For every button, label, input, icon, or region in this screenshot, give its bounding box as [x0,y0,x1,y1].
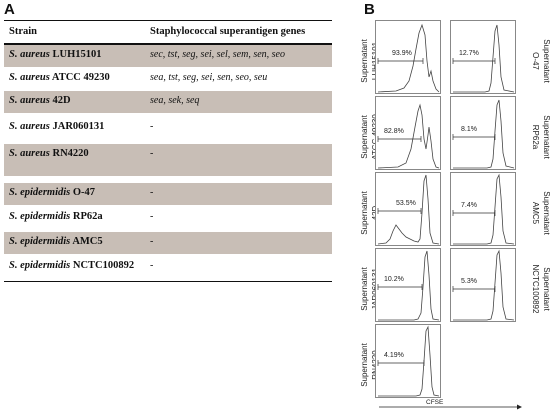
histogram-nctc100892: 5.3% [450,248,516,322]
strain-name: O-47 [72,187,96,198]
histogram-plot [377,325,440,397]
genes-cell: sea, sek, seq [150,95,200,106]
percent-label: 4.19% [384,352,404,359]
histogram-atcc49230: 82.8% [375,96,441,170]
genes-cell: - [150,260,154,271]
histogram-plot [452,249,515,321]
percent-label: 7.4% [461,202,477,209]
percent-label: 12.7% [459,50,479,57]
strain-name: 42D [52,95,71,106]
histogram-jar060131: 10.2% [375,248,441,322]
histogram-luh15101: 93.9% [375,20,441,94]
genes-cell: - [150,211,154,222]
strain-cell: S. epidermidis O-47 [9,187,95,198]
strain-cell: S. aureus LUH15101 [9,49,102,60]
histogram-plot [452,24,515,93]
header-strain: Strain [9,26,38,37]
side-label-rp62a: Supernatant RP62a [531,115,550,159]
strain-name: ATCC 49230 [51,72,110,83]
percent-label: 93.9% [392,50,412,57]
histogram-rn4220: 4.19% [375,324,441,398]
strain-name: RP62a [72,211,103,222]
histogram-plot [452,99,515,169]
genes-cell: sea, tst, seg, sei, sen, seo, seu [150,72,268,83]
species-name: S. aureus [9,121,50,132]
table-bottom-rule [4,281,332,282]
strain-cell: S. aureus RN4220 [9,148,89,159]
strain-name: JAR060131 [52,121,105,132]
table-header-rule [4,43,332,45]
strain-cell: S. aureus JAR060131 [9,121,104,132]
side-label-nctc100892: Supernatant NCTC100892 [531,264,550,314]
table-row: S. aureus RN4220 - [4,144,332,176]
table-row: S. epidermidis O-47 - [4,183,332,205]
strain-cell: S. aureus 42D [9,95,71,106]
percent-label: 53.5% [396,200,416,207]
panel-b-letter: B [364,1,375,18]
table-row: S. epidermidis NCTC100892 - [4,256,332,278]
genes-cell: - [150,236,154,247]
cfse-axis-label: CFSE [426,399,444,406]
header-genes: Staphylococcal superantigen genes [150,26,306,37]
histogram-plot [377,23,440,93]
strain-cell: S. aureus ATCC 49230 [9,72,110,83]
table-row: S. aureus JAR060131 - [4,117,332,139]
table-row: S. aureus 42D sea, sek, seq [4,91,332,113]
histogram-plot [377,174,440,245]
table-top-rule [4,20,332,21]
table-row: S. epidermidis RP62a - [4,207,332,229]
species-name: S. aureus [9,95,50,106]
species-name: S. epidermidis [9,236,71,247]
percent-label: 8.1% [461,126,477,133]
panel-a-letter: A [4,1,15,18]
percent-label: 5.3% [461,278,477,285]
strain-cell: S. epidermidis RP62a [9,211,103,222]
side-label-amc5: Supernatant AMC5 [531,191,550,235]
strain-name: RN4220 [52,148,89,159]
histogram-rp62a: 8.1% [450,96,516,170]
histogram-plot [377,103,440,169]
histogram-amc5: 7.4% [450,172,516,246]
strain-name: LUH15101 [52,49,102,60]
histogram-plot [452,173,515,245]
genes-cell: sec, tst, seg, sei, sel, sem, sen, seo [150,49,285,60]
genes-cell: - [150,121,154,132]
species-name: S. aureus [9,148,50,159]
genes-cell: - [150,148,154,159]
table-row: S. aureus ATCC 49230 sea, tst, seg, sei,… [4,68,332,90]
species-name: S. epidermidis [9,260,71,271]
histogram-42d: 53.5% [375,172,441,246]
table-row: S. aureus LUH15101 sec, tst, seg, sei, s… [4,45,332,67]
species-name: S. aureus [9,72,50,83]
percent-label: 10.2% [384,276,404,283]
strain-cell: S. epidermidis NCTC100892 [9,260,134,271]
species-name: S. aureus [9,49,50,60]
side-label-o47: Supernatant O-47 [531,39,550,83]
percent-label: 82.8% [384,128,404,135]
histogram-plot [377,250,440,321]
species-name: S. epidermidis [9,211,71,222]
table-row: S. epidermidis AMC5 - [4,232,332,254]
strain-cell: S. epidermidis AMC5 [9,236,103,247]
strain-name: NCTC100892 [72,260,135,271]
histogram-o47: 12.7% [450,20,516,94]
cfse-axis-arrow [379,404,522,410]
species-name: S. epidermidis [9,187,71,198]
strain-name: AMC5 [72,236,103,247]
genes-cell: - [150,187,154,198]
